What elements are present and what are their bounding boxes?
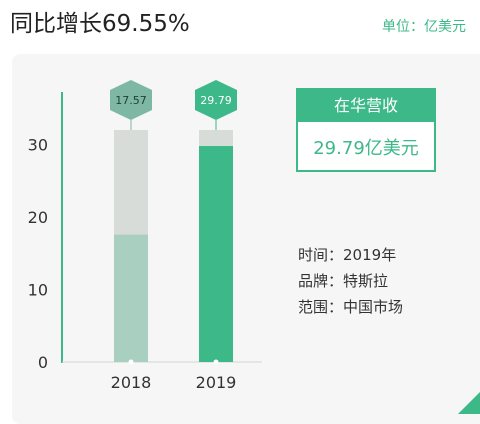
y-tick-label: 10	[28, 281, 48, 300]
y-tick-label: 0	[38, 353, 48, 372]
info-key: 品牌：	[298, 272, 344, 290]
bar-base-dot	[213, 359, 219, 365]
info-key: 范围：	[298, 298, 344, 316]
bar-chart: 0 10 20 30 17.57 29.79 2018 2019	[28, 80, 262, 392]
bar-2019	[199, 146, 233, 362]
revenue-box: 在华营收 29.79亿美元	[296, 88, 436, 172]
info-row-time: 时间：2019年	[298, 242, 403, 268]
y-tick-label: 30	[28, 136, 48, 155]
revenue-box-title: 在华营收	[298, 90, 434, 122]
info-row-scope: 范围：中国市场	[298, 294, 403, 320]
x-tick-label: 2018	[111, 373, 152, 392]
corner-accent	[458, 392, 480, 414]
y-tick-label: 20	[28, 208, 48, 227]
info-value: 特斯拉	[343, 272, 389, 290]
revenue-box-value: 29.79亿美元	[313, 138, 419, 159]
bar-2018	[114, 234, 148, 362]
info-value: 中国市场	[343, 298, 404, 316]
bar-base-dot	[128, 359, 134, 365]
unit-label: 单位：亿美元	[382, 19, 466, 35]
value-badge	[195, 80, 237, 120]
data-label: 29.79	[200, 94, 232, 107]
data-label: 17.57	[115, 94, 147, 107]
page-title: 同比增长69.55%	[10, 11, 190, 37]
info-value: 2019年	[343, 246, 397, 264]
value-badge	[110, 80, 152, 120]
info-key: 时间：	[298, 246, 344, 264]
x-tick-label: 2019	[196, 373, 237, 392]
info-block: 时间：2019年 品牌：特斯拉 范围：中国市场	[298, 242, 403, 320]
info-row-brand: 品牌：特斯拉	[298, 268, 403, 294]
